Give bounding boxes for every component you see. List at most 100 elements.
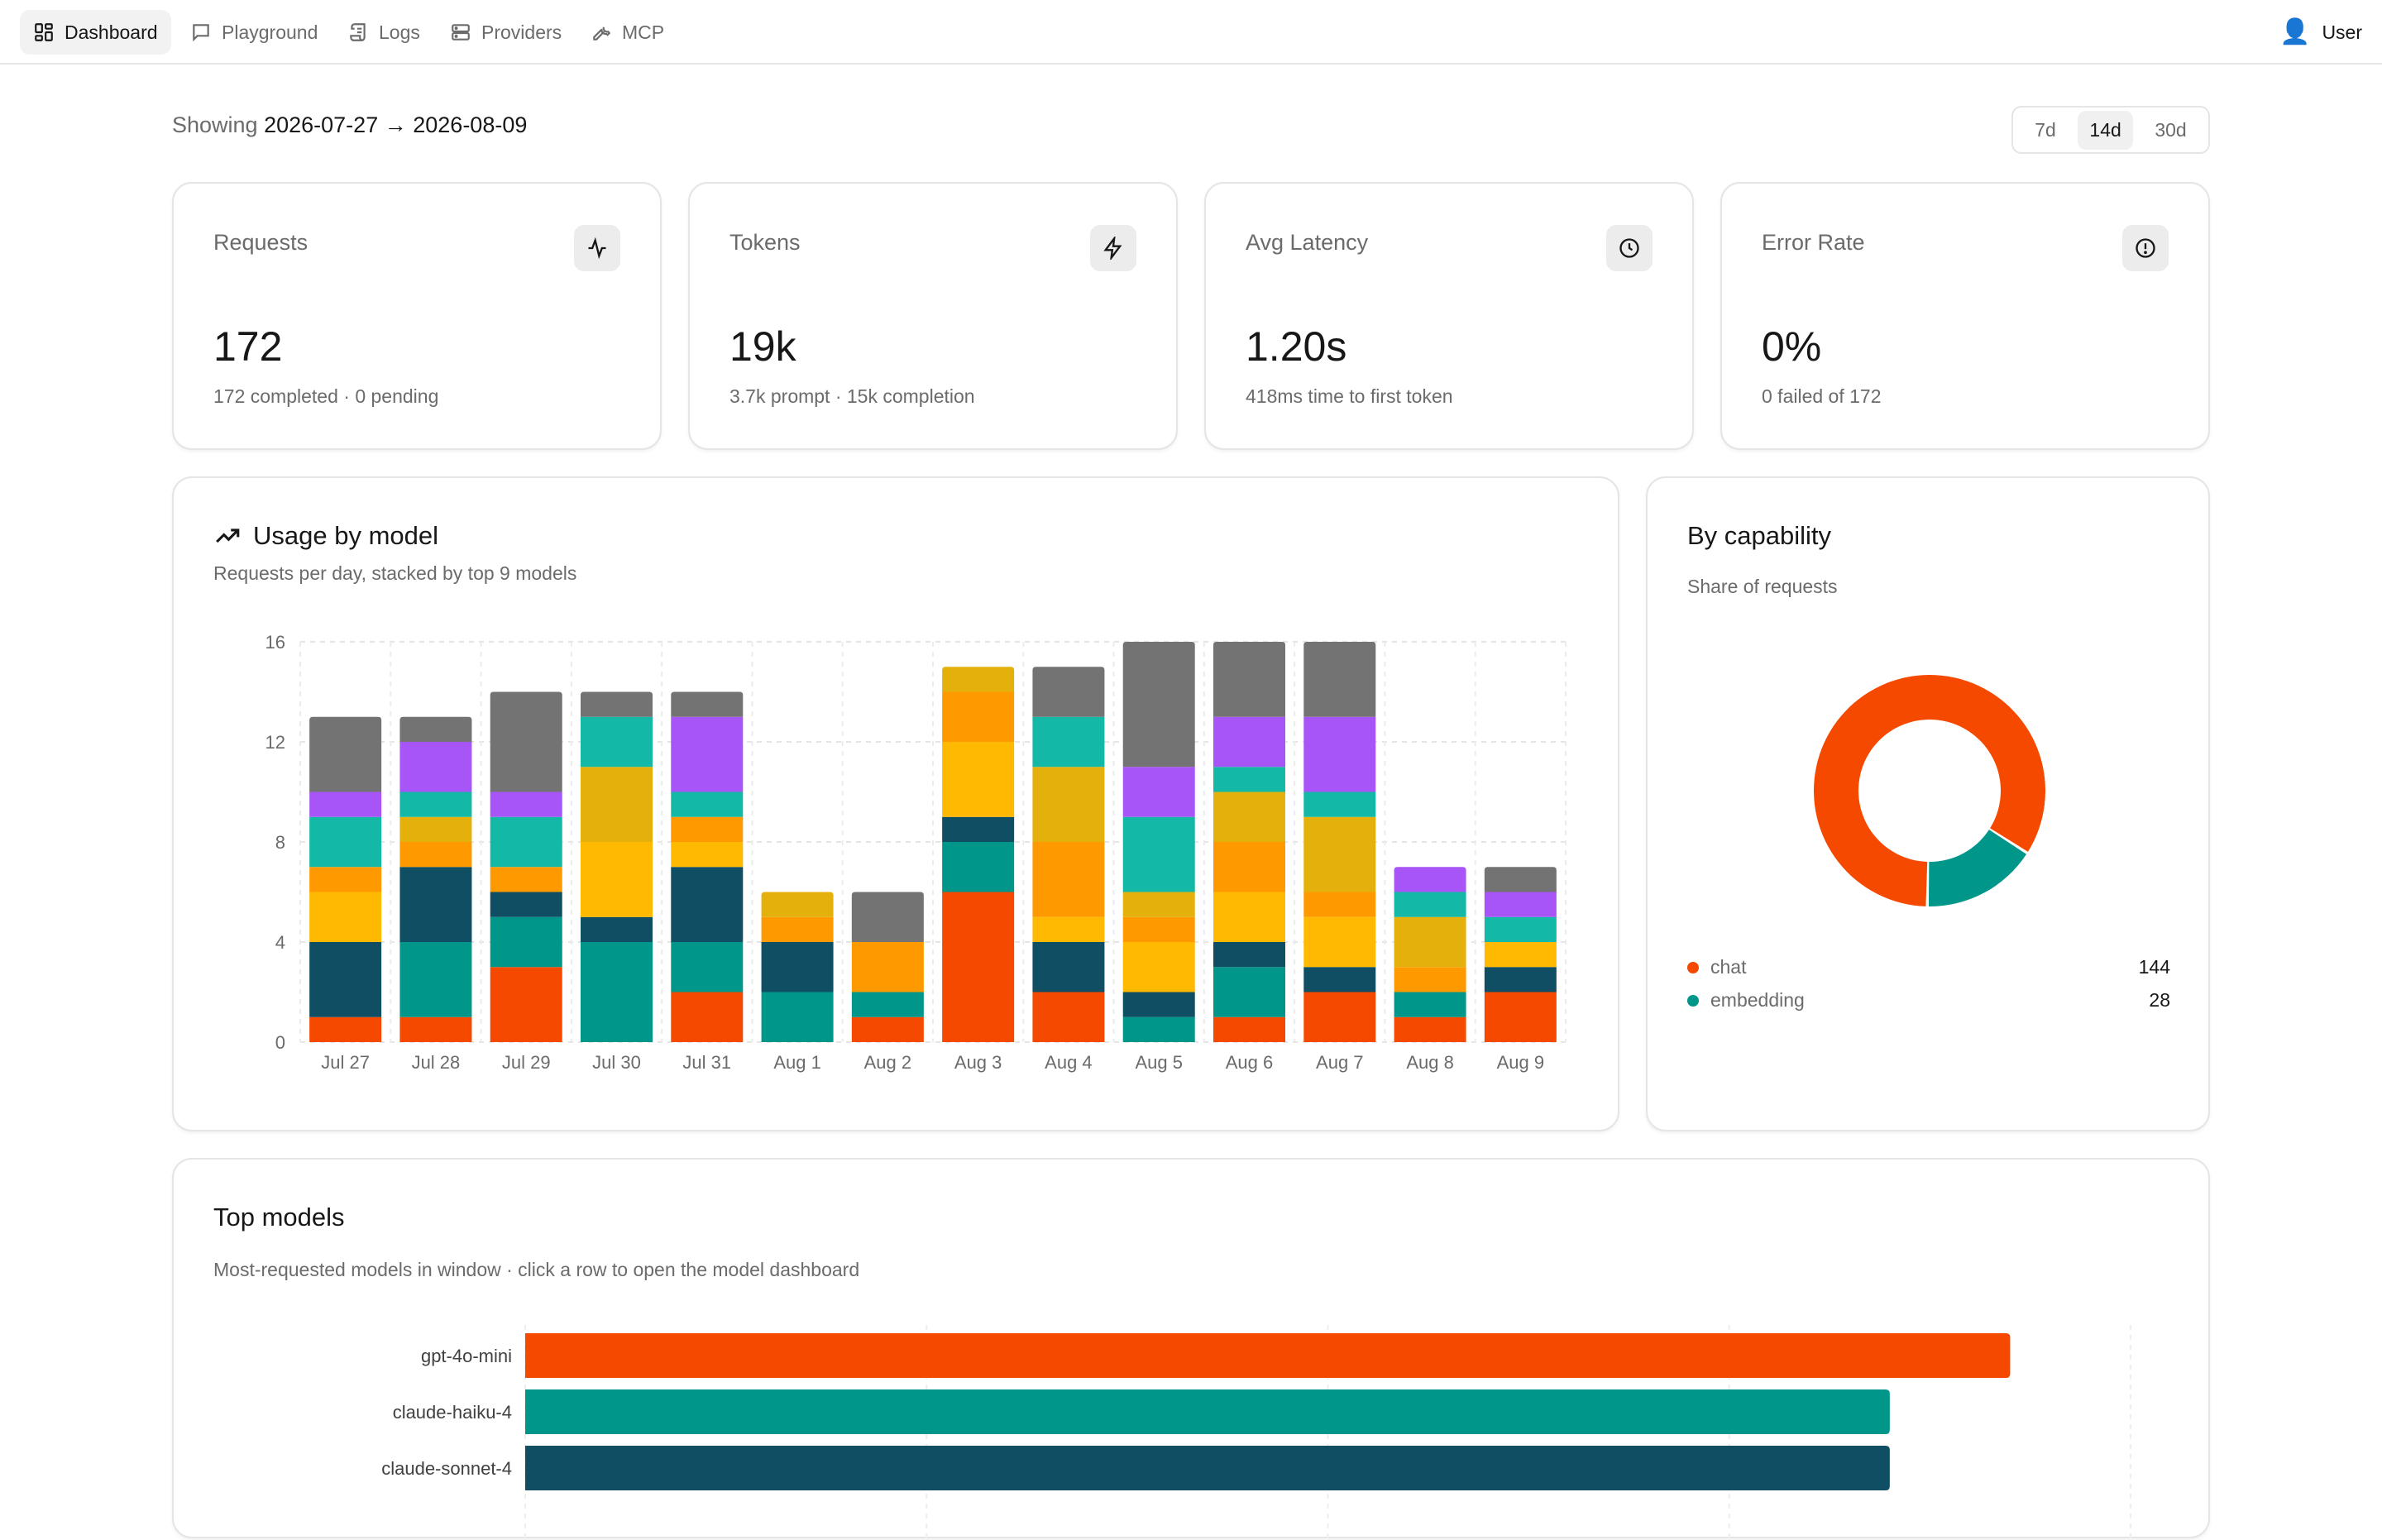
usage-bar-segment[interactable]	[1213, 1016, 1285, 1042]
usage-bar-segment[interactable]	[1122, 1016, 1195, 1042]
usage-bar-segment[interactable]	[1213, 967, 1285, 1017]
usage-bar-segment[interactable]	[671, 816, 744, 842]
usage-bar-segment[interactable]	[581, 716, 653, 768]
user-menu[interactable]: 👤 User	[2279, 10, 2362, 55]
usage-bar-segment[interactable]	[1122, 942, 1195, 992]
range-7d-button[interactable]: 7d	[2035, 118, 2056, 141]
usage-bar-segment[interactable]	[309, 816, 382, 868]
usage-bar-segment[interactable]	[490, 916, 562, 968]
usage-bar-segment[interactable]	[1122, 916, 1195, 942]
usage-bar-segment[interactable]	[490, 691, 562, 792]
nav-logs[interactable]: Logs	[334, 10, 433, 55]
usage-bar-segment[interactable]	[309, 867, 382, 892]
usage-bar-segment[interactable]	[309, 1016, 382, 1042]
usage-bar-segment[interactable]	[1122, 892, 1195, 917]
usage-bar-segment[interactable]	[1394, 867, 1466, 892]
usage-bar-segment[interactable]	[1303, 916, 1376, 968]
usage-bar-segment[interactable]	[1122, 642, 1195, 768]
usage-bar-segment[interactable]	[1032, 942, 1105, 992]
usage-bar-segment[interactable]	[490, 816, 562, 868]
usage-bar-segment[interactable]	[1032, 992, 1105, 1043]
usage-bar-segment[interactable]	[671, 992, 744, 1043]
usage-bar-segment[interactable]	[581, 916, 653, 942]
donut-slice-embedding[interactable]	[1928, 830, 2027, 906]
usage-bar-segment[interactable]	[1484, 916, 1557, 942]
range-14d-button[interactable]: 14d	[2078, 110, 2133, 150]
usage-bar-segment[interactable]	[1394, 916, 1466, 968]
usage-bar-segment[interactable]	[399, 792, 472, 817]
usage-bar-segment[interactable]	[942, 892, 1015, 1043]
usage-bar-segment[interactable]	[942, 742, 1015, 817]
usage-bar-segment[interactable]	[1484, 942, 1557, 968]
usage-bar-segment[interactable]	[851, 1016, 924, 1042]
usage-bar-segment[interactable]	[1213, 716, 1285, 768]
usage-bar-segment[interactable]	[1394, 992, 1466, 1017]
usage-bar-segment[interactable]	[490, 892, 562, 917]
usage-bar-segment[interactable]	[1032, 716, 1105, 768]
usage-bar-segment[interactable]	[581, 942, 653, 1042]
usage-bar-segment[interactable]	[309, 792, 382, 817]
usage-bar-segment[interactable]	[1213, 942, 1285, 968]
usage-bar-segment[interactable]	[942, 842, 1015, 892]
usage-bar-segment[interactable]	[581, 842, 653, 917]
usage-bar-segment[interactable]	[1484, 967, 1557, 992]
usage-bar-segment[interactable]	[761, 916, 834, 942]
usage-bar-segment[interactable]	[942, 691, 1015, 743]
usage-bar-segment[interactable]	[1303, 967, 1376, 992]
usage-bar-segment[interactable]	[399, 742, 472, 792]
usage-bar-segment[interactable]	[1303, 642, 1376, 717]
usage-bar-segment[interactable]	[671, 691, 744, 717]
usage-bar-segment[interactable]	[399, 716, 472, 742]
usage-bar-segment[interactable]	[1303, 792, 1376, 817]
usage-bar-segment[interactable]	[490, 967, 562, 1042]
nav-dashboard[interactable]: Dashboard	[20, 10, 171, 55]
usage-bar-segment[interactable]	[1303, 816, 1376, 892]
usage-bar-segment[interactable]	[671, 716, 744, 792]
usage-bar-segment[interactable]	[1213, 792, 1285, 843]
usage-bar-segment[interactable]	[671, 867, 744, 942]
usage-bar-segment[interactable]	[1122, 816, 1195, 892]
usage-bar-segment[interactable]	[1484, 992, 1557, 1043]
usage-bar-segment[interactable]	[761, 892, 834, 917]
donut-slice-chat[interactable]	[1814, 675, 2045, 906]
top-model-bar[interactable]	[525, 1333, 2011, 1378]
range-30d-button[interactable]: 30d	[2155, 118, 2187, 141]
usage-bar-segment[interactable]	[399, 1016, 472, 1042]
usage-bar-segment[interactable]	[581, 767, 653, 842]
usage-bar-segment[interactable]	[671, 942, 744, 992]
usage-bar-segment[interactable]	[1484, 867, 1557, 892]
usage-bar-segment[interactable]	[1303, 716, 1376, 792]
usage-bar-segment[interactable]	[761, 992, 834, 1043]
usage-bar-segment[interactable]	[399, 867, 472, 942]
usage-bar-segment[interactable]	[671, 792, 744, 817]
usage-bar-segment[interactable]	[1032, 916, 1105, 942]
usage-bar-segment[interactable]	[1213, 767, 1285, 792]
usage-bar-segment[interactable]	[1394, 892, 1466, 917]
usage-bar-segment[interactable]	[761, 942, 834, 992]
usage-bar-segment[interactable]	[490, 867, 562, 892]
usage-bar-segment[interactable]	[1303, 892, 1376, 917]
usage-bar-segment[interactable]	[309, 716, 382, 792]
usage-bar-segment[interactable]	[1484, 892, 1557, 917]
usage-bar-segment[interactable]	[851, 892, 924, 943]
usage-bar-segment[interactable]	[1303, 992, 1376, 1043]
usage-bar-segment[interactable]	[1213, 642, 1285, 717]
usage-bar-segment[interactable]	[309, 892, 382, 943]
usage-bar-segment[interactable]	[851, 992, 924, 1017]
top-model-bar[interactable]	[525, 1446, 1890, 1490]
top-model-label[interactable]: claude-sonnet-4	[381, 1458, 512, 1479]
usage-bar-segment[interactable]	[671, 842, 744, 868]
nav-providers[interactable]: Providers	[437, 10, 575, 55]
usage-bar-segment[interactable]	[581, 691, 653, 717]
usage-bar-segment[interactable]	[1394, 967, 1466, 992]
top-model-label[interactable]: claude-haiku-4	[393, 1402, 512, 1423]
usage-bar-segment[interactable]	[1122, 992, 1195, 1017]
nav-mcp[interactable]: MCP	[577, 10, 677, 55]
usage-bar-segment[interactable]	[399, 942, 472, 1017]
usage-bar-segment[interactable]	[1394, 1016, 1466, 1042]
usage-bar-segment[interactable]	[399, 816, 472, 842]
usage-bar-segment[interactable]	[942, 667, 1015, 692]
top-model-bar[interactable]	[525, 1389, 1890, 1434]
usage-bar-segment[interactable]	[942, 816, 1015, 842]
usage-bar-segment[interactable]	[1032, 667, 1105, 717]
